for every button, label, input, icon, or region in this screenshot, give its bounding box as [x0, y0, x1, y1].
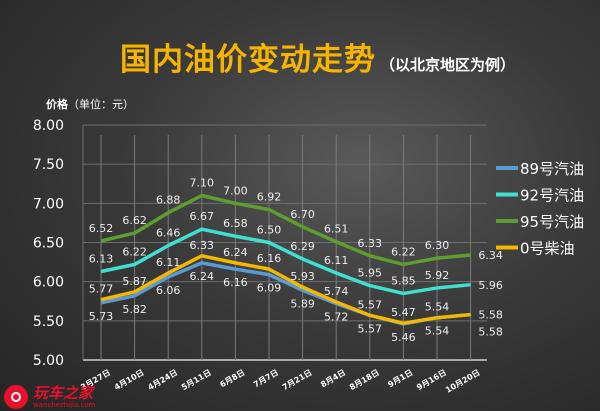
- x-tick-label: 9月16日: [415, 368, 448, 392]
- data-label: 5.73: [89, 310, 114, 323]
- data-label: 6.16: [257, 252, 282, 265]
- x-tick-label: 7月7日: [252, 368, 280, 389]
- data-label: 5.46: [391, 331, 416, 344]
- data-label: 5.95: [358, 267, 383, 280]
- legend-label: 92号汽油: [520, 187, 584, 205]
- logo-name: 玩车之家: [33, 384, 94, 402]
- data-label: 5.72: [324, 311, 349, 324]
- x-tick-label: 8月18日: [348, 368, 381, 392]
- data-label: 6.46: [156, 227, 181, 240]
- y-tick-label: 5.00: [33, 353, 64, 369]
- data-label: 6.33: [358, 237, 383, 250]
- data-label: 6.51: [324, 223, 349, 236]
- legend-label: 89号汽油: [520, 160, 584, 178]
- y-axis-unit: （单位：元）: [68, 98, 134, 111]
- series-line-1: [100, 227, 471, 296]
- data-label: 6.58: [223, 217, 248, 230]
- x-tick-label: 6月8日: [218, 368, 246, 389]
- x-tick-label: 8月4日: [319, 368, 347, 389]
- data-label: 5.82: [122, 303, 147, 316]
- y-tick-label: 6.00: [33, 275, 64, 291]
- data-label: 5.85: [391, 274, 416, 287]
- chart-title: 国内油价变动走势: [120, 42, 376, 78]
- data-label: 5.96: [478, 279, 503, 292]
- data-label: 6.22: [391, 245, 416, 258]
- x-tick-label: 4月10日: [113, 368, 146, 392]
- x-tick-label: 4月24日: [146, 368, 179, 392]
- data-label: 6.92: [257, 191, 282, 204]
- data-label: 6.50: [257, 224, 282, 237]
- y-axis-label-bold: 价格: [46, 98, 68, 111]
- data-label: 5.89: [290, 297, 315, 310]
- data-label: 5.93: [290, 270, 315, 283]
- data-label: 5.54: [425, 301, 450, 314]
- x-tick-label: 10月20日: [444, 368, 482, 395]
- data-label: 6.70: [290, 208, 315, 221]
- data-label: 5.47: [391, 306, 416, 319]
- legend-label: 95号汽油: [520, 213, 584, 231]
- data-label: 6.11: [156, 256, 181, 269]
- chart-title-block: 国内油价变动走势 （以北京地区为例）: [120, 34, 600, 79]
- data-label: 6.22: [122, 245, 147, 258]
- y-axis-label: 价格（单位：元）: [46, 96, 134, 112]
- series-line-3: [100, 254, 471, 325]
- data-label: 7.00: [223, 184, 248, 197]
- logo-url: wanchezhijia.com: [33, 401, 96, 409]
- data-label: 5.74: [324, 285, 349, 298]
- data-label: 6.06: [156, 284, 181, 297]
- x-tick-label: 9月1日: [386, 368, 414, 389]
- legend-label: 0号柴油: [520, 240, 575, 258]
- data-label: 6.11: [324, 254, 349, 267]
- x-tick-label: 5月11日: [180, 368, 213, 392]
- data-label: 5.54: [425, 325, 450, 338]
- data-label: 5.92: [425, 269, 450, 282]
- logo: 玩车之家 wanchezhijia.com: [4, 385, 95, 409]
- data-label: 5.57: [358, 298, 383, 311]
- data-label: 7.10: [190, 177, 215, 190]
- series-line-2: [100, 193, 471, 267]
- data-label: 6.24: [190, 270, 215, 283]
- data-label: 6.29: [290, 240, 315, 253]
- wheel-logo-icon: [4, 385, 28, 409]
- data-label: 5.58: [478, 309, 503, 322]
- data-label: 5.87: [122, 275, 147, 288]
- data-label: 5.77: [89, 283, 114, 296]
- data-label: 6.30: [425, 239, 450, 252]
- data-label: 6.09: [257, 282, 282, 295]
- y-tick-label: 6.50: [33, 236, 64, 252]
- chart-subtitle: （以北京地区为例）: [380, 56, 516, 74]
- data-label: 6.24: [223, 246, 248, 259]
- x-tick-label: 7月21日: [281, 368, 314, 392]
- y-tick-label: 5.50: [33, 314, 64, 330]
- data-label: 6.16: [223, 276, 248, 289]
- data-label: 5.57: [358, 322, 383, 335]
- data-label: 6.62: [122, 214, 147, 227]
- data-label: 6.33: [190, 239, 215, 252]
- data-label: 6.34: [478, 249, 503, 262]
- data-label: 6.52: [89, 222, 114, 235]
- y-tick-label: 8.00: [33, 118, 64, 134]
- data-label: 6.88: [156, 194, 181, 207]
- data-label: 6.13: [89, 252, 114, 265]
- data-label: 6.67: [190, 210, 215, 223]
- y-tick-label: 7.00: [33, 196, 64, 212]
- y-tick-label: 7.50: [33, 157, 64, 173]
- data-label: 5.58: [478, 326, 503, 339]
